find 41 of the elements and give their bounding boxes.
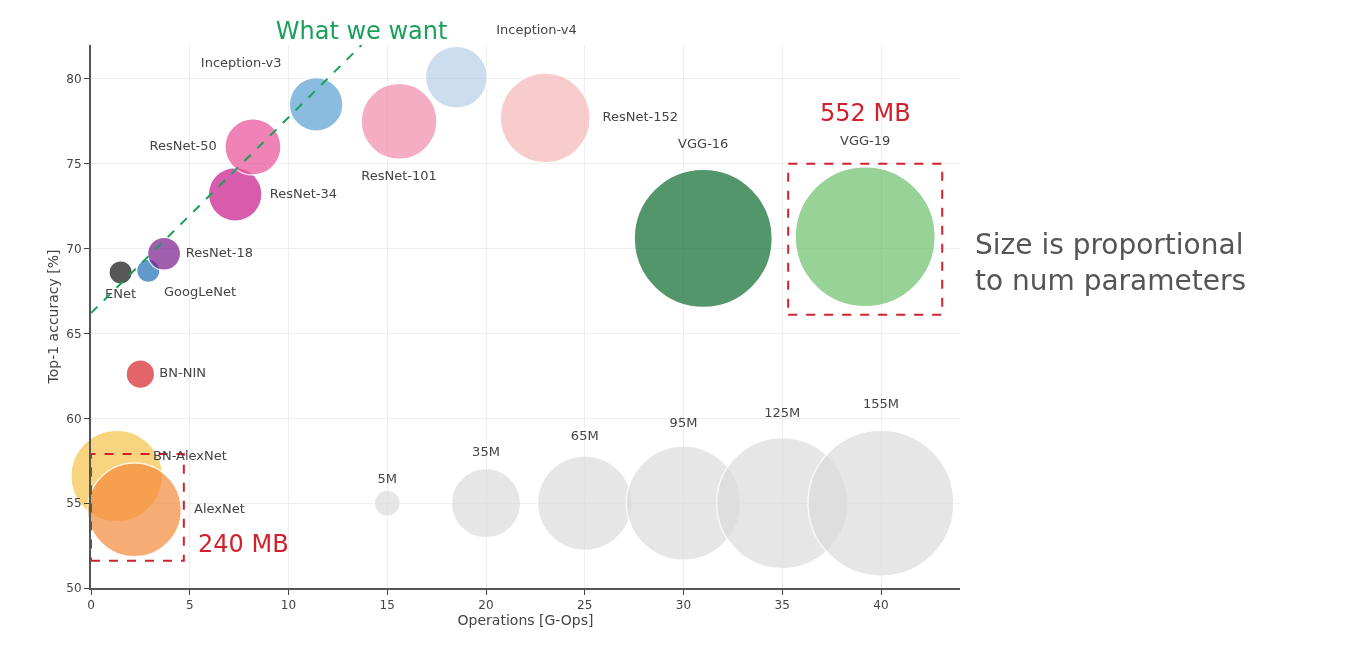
series-label: VGG-16	[678, 135, 729, 151]
x-axis-title: Operations [G-Ops]	[457, 612, 594, 629]
x-tick-label: 40	[873, 598, 889, 613]
x-tick-label: 15	[379, 598, 395, 613]
y-tick-label: 65	[66, 326, 82, 341]
legend-label: 155M	[862, 395, 900, 411]
y-tick-label: 55	[66, 496, 82, 511]
series-label: ResNet-50	[149, 138, 217, 154]
series-label: GoogLeNet	[163, 284, 237, 300]
x-tick-label: 10	[280, 598, 297, 613]
y-tick-label: 50	[66, 581, 82, 596]
series-label: Inception-v4	[496, 22, 577, 38]
legend-label: 35M	[472, 443, 500, 459]
x-tick-label: 30	[675, 598, 692, 613]
series-label: BN-NIN	[159, 365, 206, 381]
series-label: ResNet-18	[185, 244, 254, 260]
series-label: ResNet-101	[361, 167, 437, 183]
x-tick-label: 35	[774, 598, 790, 613]
legend-label: 125M	[764, 404, 801, 420]
legend-label: 5M	[377, 470, 397, 486]
series-label: What we want	[275, 17, 448, 45]
x-tick-label: 25	[577, 598, 593, 613]
series-label: VGG-19	[840, 132, 891, 148]
legend-label: 95M	[669, 415, 698, 431]
x-tick-label: 5	[185, 598, 194, 613]
legend-label: 65M	[570, 427, 599, 443]
text: Size is proportional to num parameters	[975, 228, 1247, 298]
x-tick-label: 20	[478, 598, 494, 613]
annotation: 240 MB	[198, 530, 289, 558]
y-axis-title: Top-1 accuracy [%]	[45, 249, 62, 385]
y-tick-label: 80	[66, 72, 82, 87]
y-tick-label: 60	[66, 411, 82, 426]
series-label: ENet	[105, 285, 137, 301]
x-tick-label: 0	[87, 598, 95, 613]
y-tick-label: 75	[66, 156, 82, 171]
series-label: Inception-v3	[200, 54, 282, 70]
series-label: ResNet-152	[602, 109, 679, 125]
annotation: 552 MB	[820, 99, 911, 127]
y-tick-label: 70	[66, 241, 82, 256]
series-label: AlexNet	[194, 501, 245, 517]
series-label: ResNet-34	[269, 185, 338, 201]
